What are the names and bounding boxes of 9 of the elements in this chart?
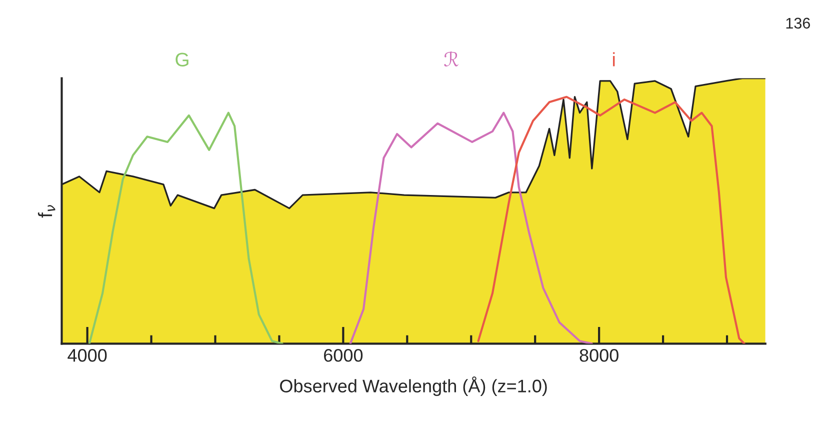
y-axis-title: f$_{ν}$ xyxy=(38,205,56,218)
text: ℛ xyxy=(444,51,458,66)
x-tick-label: 4000 xyxy=(68,348,107,362)
x-tick-label: 8000 xyxy=(580,348,618,362)
series-label: i xyxy=(612,52,615,66)
text: G xyxy=(176,52,188,66)
x-tick-label: 6000 xyxy=(324,348,363,362)
text: 136 xyxy=(786,18,810,29)
x-axis-title: Observed Wavelength (Å) (z=1.0) xyxy=(280,376,547,396)
